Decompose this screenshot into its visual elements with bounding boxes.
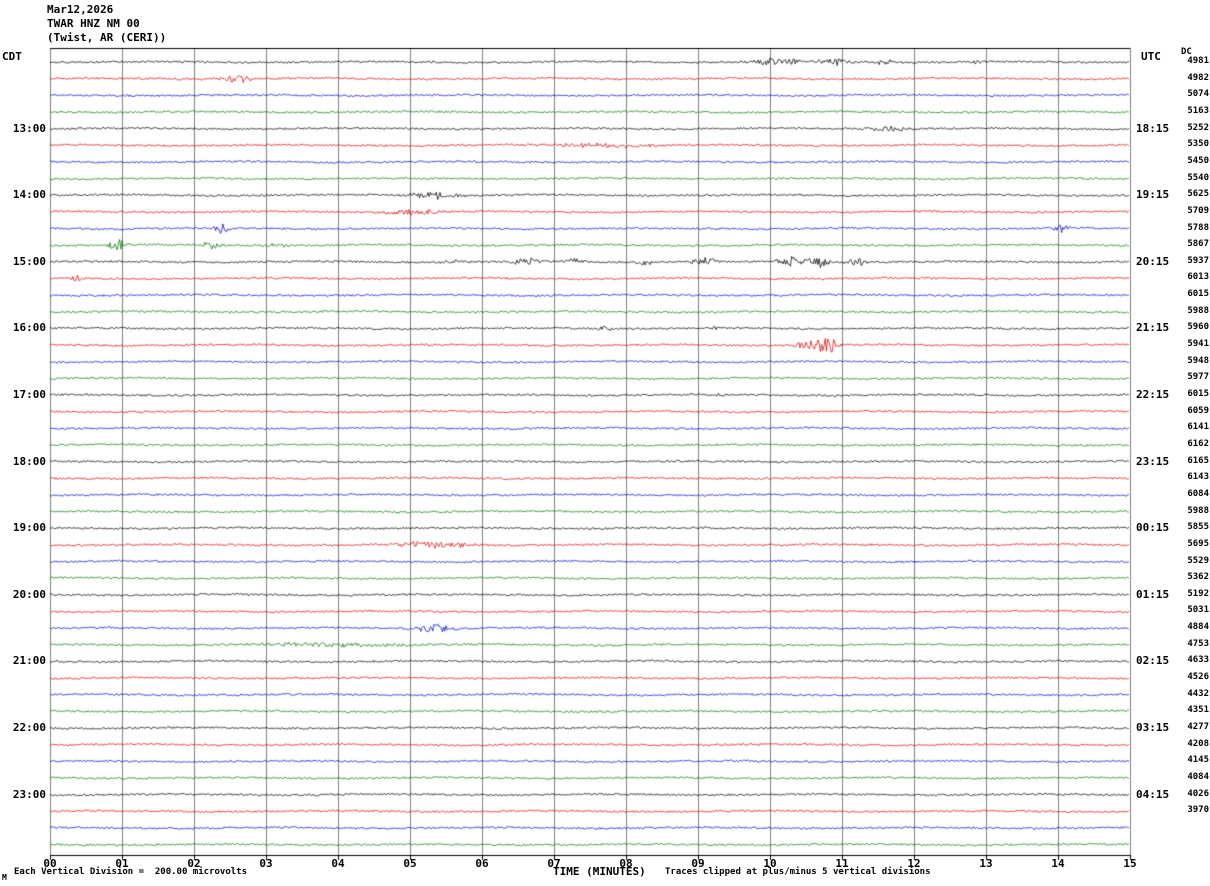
x-tick-label: 00 [43,857,57,870]
utc-hour-label: 21:15 [1136,321,1170,335]
corner-mark: M [2,873,7,882]
dc-value: 4351 [1187,705,1209,716]
scale-note: Each Vertical Division = 200.00 microvol… [14,867,247,877]
x-tick-label: 13 [979,857,993,870]
x-tick-label: 05 [403,857,417,870]
dc-value: 4884 [1187,622,1209,633]
x-tick-label: 11 [835,857,849,870]
utc-hour-label: 02:15 [1136,654,1170,668]
station-id-label: TWAR HNZ NM 00 [47,17,140,30]
utc-hour-label: 04:15 [1136,787,1170,801]
dc-value: 5625 [1187,189,1209,200]
dc-value: 6143 [1187,472,1209,483]
utc-hour-label: 20:15 [1136,254,1170,268]
dc-value: 5450 [1187,155,1209,166]
dc-value: 5192 [1187,588,1209,599]
cdt-hour-label: 16:00 [12,321,46,335]
dc-value: 5529 [1187,555,1209,566]
dc-value: 6059 [1187,405,1209,416]
utc-hour-label: 22:15 [1136,388,1170,401]
clip-note: Traces clipped at plus/minus 5 vertical … [665,867,931,877]
dc-value: 5163 [1187,105,1209,116]
cdt-hour-label: 13:00 [12,121,46,135]
cdt-hour-label: 20:00 [12,587,46,601]
x-tick-label: 15 [1123,857,1137,870]
dc-value: 5074 [1187,89,1209,100]
dc-value: 5252 [1187,122,1209,133]
dc-value: 5362 [1187,572,1209,583]
x-axis-title: TIME (MINUTES) [553,865,646,878]
dc-value: 4982 [1187,72,1209,83]
utc-hour-label: 19:15 [1136,188,1170,202]
cdt-hour-label: 14:00 [12,188,46,202]
dc-value: 5977 [1187,372,1209,383]
dc-value: 4084 [1187,771,1209,782]
cdt-hour-label: 23:00 [12,787,46,801]
utc-hour-label: 23:15 [1136,454,1170,468]
dc-column-header: DC [1181,47,1192,57]
x-tick-label: 04 [331,857,345,870]
utc-hour-label: 01:15 [1136,587,1170,601]
cdt-hour-label: 22:00 [12,721,46,734]
cdt-hour-label: 15:00 [12,254,46,268]
x-tick-label: 07 [547,857,561,870]
x-tick-label: 14 [1051,857,1065,870]
dc-value: 6165 [1187,455,1209,466]
dc-value: 4753 [1187,638,1209,649]
utc-hour-label: 18:15 [1136,121,1170,135]
dc-value: 3970 [1187,805,1209,816]
cdt-timezone-label: CDT [2,50,22,63]
dc-value: 4026 [1187,788,1209,799]
dc-value: 5988 [1187,305,1209,316]
dc-value: 5709 [1187,205,1209,216]
dc-value: 5941 [1187,339,1209,350]
station-location-label: (Twist, AR (CERI)) [47,31,167,44]
dc-value: 4526 [1187,672,1209,683]
dc-value: 4277 [1187,722,1209,732]
dc-value: 6015 [1187,289,1209,300]
dc-value: 5988 [1187,505,1209,516]
x-tick-label: 03 [259,857,273,870]
dc-value: 6084 [1187,488,1209,499]
x-tick-label: 06 [475,857,489,870]
x-tick-label: 10 [763,857,777,870]
x-tick-label: 08 [619,857,633,870]
dc-value: 5855 [1187,522,1209,533]
dc-value: 4432 [1187,688,1209,699]
dc-value: 5960 [1187,322,1209,333]
cdt-hour-label: 17:00 [12,388,46,401]
x-tick-label: 01 [115,857,129,870]
cdt-hour-label: 21:00 [12,654,46,668]
dc-value: 4208 [1187,738,1209,749]
dc-value: 4633 [1187,655,1209,666]
dc-value: 6162 [1187,438,1209,449]
dc-value: 5031 [1187,605,1209,616]
utc-hour-label: 03:15 [1136,721,1170,734]
dc-value: 6141 [1187,422,1209,433]
utc-hour-label: 00:15 [1136,521,1170,535]
dc-value: 5948 [1187,355,1209,366]
date-label: Mar12,2026 [47,3,114,16]
cdt-hour-label: 19:00 [12,521,46,535]
x-tick-label: 12 [907,857,921,870]
dc-value: 5695 [1187,538,1209,549]
dc-value: 4981 [1187,56,1209,66]
dc-value: 5937 [1187,255,1209,266]
x-tick-label: 02 [187,857,201,870]
dc-value: 4145 [1187,755,1209,766]
dc-value: 6013 [1187,272,1209,283]
utc-timezone-label: UTC [1141,50,1161,63]
dc-value: 5540 [1187,172,1209,183]
dc-value: 5867 [1187,239,1209,250]
dc-value: 6015 [1187,389,1209,399]
cdt-hour-label: 18:00 [12,454,46,468]
x-tick-label: 09 [691,857,705,870]
dc-value: 5788 [1187,222,1209,233]
dc-value: 5350 [1187,139,1209,150]
